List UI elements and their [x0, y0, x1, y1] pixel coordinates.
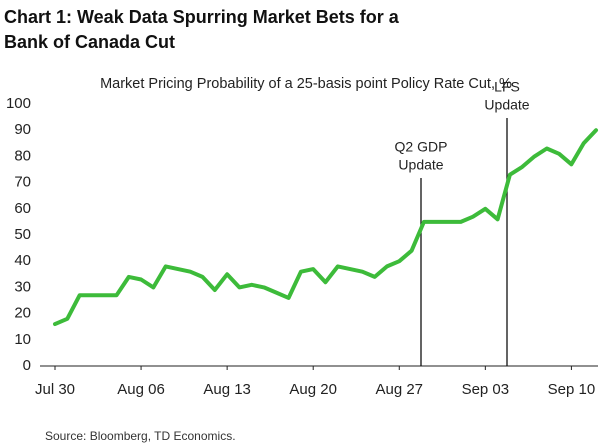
x-tick-label: Aug 06	[117, 381, 165, 398]
y-tick-label: 10	[14, 331, 31, 348]
source-note: Source: Bloomberg, TD Economics.	[45, 429, 236, 443]
chart-title: Bank of Canada Cut	[4, 32, 175, 52]
y-tick-label: 70	[14, 174, 31, 191]
x-tick-label: Aug 20	[289, 381, 337, 398]
annotation-text: Update	[484, 97, 529, 113]
y-tick-label: 30	[14, 278, 31, 295]
x-tick-label: Aug 27	[375, 381, 423, 398]
x-tick-label: Aug 13	[203, 381, 251, 398]
y-tick-label: 0	[23, 357, 31, 374]
y-tick-label: 90	[14, 121, 31, 138]
y-tick-label: 20	[14, 305, 31, 322]
y-tick-label: 60	[14, 200, 31, 217]
annotation-text: LFS	[494, 79, 520, 95]
chart-subtitle: Market Pricing Probability of a 25-basis…	[100, 76, 512, 92]
x-tick-label: Jul 30	[35, 381, 75, 398]
data-line	[53, 128, 598, 327]
y-tick-label: 100	[6, 95, 31, 112]
annotation-text: Q2 GDP	[395, 139, 448, 155]
y-tick-label: 40	[14, 252, 31, 269]
x-tick-label: Sep 10	[548, 381, 596, 398]
x-tick-label: Sep 03	[462, 381, 510, 398]
y-tick-label: 50	[14, 226, 31, 243]
annotation-text: Update	[398, 157, 443, 173]
chart-title: Chart 1: Weak Data Spurring Market Bets …	[4, 7, 400, 27]
y-tick-label: 80	[14, 147, 31, 164]
